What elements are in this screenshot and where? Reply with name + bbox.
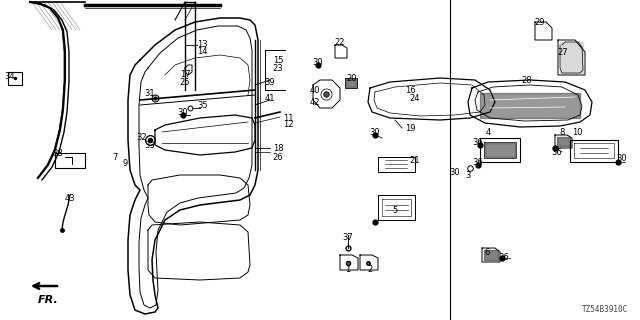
Text: 43: 43	[65, 194, 76, 203]
Text: 6: 6	[484, 247, 490, 257]
Text: 36: 36	[472, 157, 483, 166]
Text: 32: 32	[137, 132, 147, 141]
Text: 42: 42	[310, 98, 320, 107]
Text: 9: 9	[122, 158, 127, 167]
Text: 17: 17	[180, 69, 190, 78]
Text: 4: 4	[485, 127, 491, 137]
Text: 12: 12	[283, 119, 293, 129]
Text: 11: 11	[283, 114, 293, 123]
Text: 36: 36	[552, 148, 563, 156]
Text: 18: 18	[273, 143, 284, 153]
Text: 25: 25	[180, 77, 190, 86]
Text: 37: 37	[342, 233, 353, 242]
Text: 30: 30	[450, 167, 460, 177]
Text: 22: 22	[335, 37, 345, 46]
Text: 5: 5	[392, 205, 397, 214]
Text: 8: 8	[559, 127, 564, 137]
Text: 33: 33	[145, 140, 156, 149]
Text: 26: 26	[273, 153, 284, 162]
Text: 41: 41	[265, 93, 275, 102]
Text: 27: 27	[557, 47, 568, 57]
Text: 28: 28	[522, 76, 532, 84]
Text: 23: 23	[273, 63, 284, 73]
Text: FR.: FR.	[38, 295, 58, 305]
Text: 36: 36	[472, 138, 483, 147]
Text: 19: 19	[404, 124, 415, 132]
Text: 30: 30	[313, 58, 323, 67]
Text: 39: 39	[265, 77, 275, 86]
Text: 3: 3	[465, 171, 470, 180]
Text: 15: 15	[273, 55, 284, 65]
Text: 7: 7	[112, 153, 118, 162]
Text: 2: 2	[367, 266, 372, 275]
Text: 13: 13	[196, 39, 207, 49]
Text: 24: 24	[410, 93, 420, 102]
Text: 1: 1	[346, 266, 351, 275]
Text: 36: 36	[499, 253, 509, 262]
Text: 30: 30	[370, 127, 380, 137]
Text: 20: 20	[347, 74, 357, 83]
Text: 31: 31	[145, 89, 156, 98]
Text: 21: 21	[410, 156, 420, 164]
Text: 34: 34	[4, 71, 15, 81]
Text: TZ54B3910C: TZ54B3910C	[582, 305, 628, 314]
Text: 10: 10	[572, 127, 582, 137]
Text: 30: 30	[178, 108, 188, 116]
Text: 16: 16	[404, 85, 415, 94]
Text: 14: 14	[196, 46, 207, 55]
Text: 35: 35	[198, 100, 208, 109]
Text: 38: 38	[52, 148, 63, 157]
Text: 29: 29	[535, 18, 545, 27]
Text: 30: 30	[617, 154, 627, 163]
Text: 40: 40	[310, 85, 320, 94]
